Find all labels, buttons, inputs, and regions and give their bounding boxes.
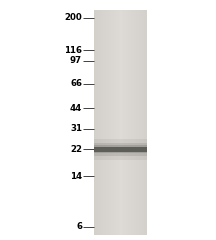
Bar	[108, 10, 110, 235]
Bar	[107, 10, 108, 235]
Bar	[97, 10, 98, 235]
Bar	[111, 10, 113, 235]
Bar	[94, 143, 147, 156]
Bar	[139, 10, 140, 235]
Bar	[144, 10, 146, 235]
Bar	[106, 10, 107, 235]
Bar	[142, 10, 143, 235]
Text: 31: 31	[70, 124, 82, 133]
Text: 6: 6	[76, 222, 82, 231]
Bar	[94, 147, 147, 152]
Bar	[136, 10, 138, 235]
Bar	[127, 10, 128, 235]
Bar	[128, 10, 130, 235]
Bar	[118, 10, 119, 235]
Bar	[99, 10, 101, 235]
Bar	[102, 10, 103, 235]
Text: 97: 97	[70, 56, 82, 66]
Bar	[94, 10, 147, 235]
Bar	[132, 10, 134, 235]
Bar	[123, 10, 124, 235]
Bar	[121, 10, 122, 235]
Bar	[113, 10, 114, 235]
Bar	[119, 10, 121, 235]
Bar	[116, 10, 118, 235]
Bar	[140, 10, 142, 235]
Bar	[94, 139, 147, 160]
Bar	[138, 10, 139, 235]
Bar	[94, 10, 95, 235]
Bar	[103, 10, 105, 235]
Bar	[95, 10, 97, 235]
Bar	[124, 10, 126, 235]
Bar	[114, 10, 115, 235]
Text: 116: 116	[64, 46, 82, 55]
Bar	[135, 10, 136, 235]
Bar	[126, 10, 127, 235]
Bar	[105, 10, 106, 235]
Bar	[94, 145, 147, 153]
Bar	[134, 10, 135, 235]
Text: 22: 22	[70, 145, 82, 154]
Bar	[131, 10, 132, 235]
Text: 66: 66	[70, 79, 82, 88]
Bar	[101, 10, 102, 235]
Bar	[122, 10, 123, 235]
Text: 200: 200	[64, 13, 82, 22]
Bar	[115, 10, 116, 235]
Text: 14: 14	[70, 172, 82, 181]
Bar	[98, 10, 99, 235]
Bar	[130, 10, 131, 235]
Bar	[143, 10, 144, 235]
Text: 44: 44	[70, 104, 82, 113]
Bar	[146, 10, 147, 235]
Bar	[110, 10, 111, 235]
